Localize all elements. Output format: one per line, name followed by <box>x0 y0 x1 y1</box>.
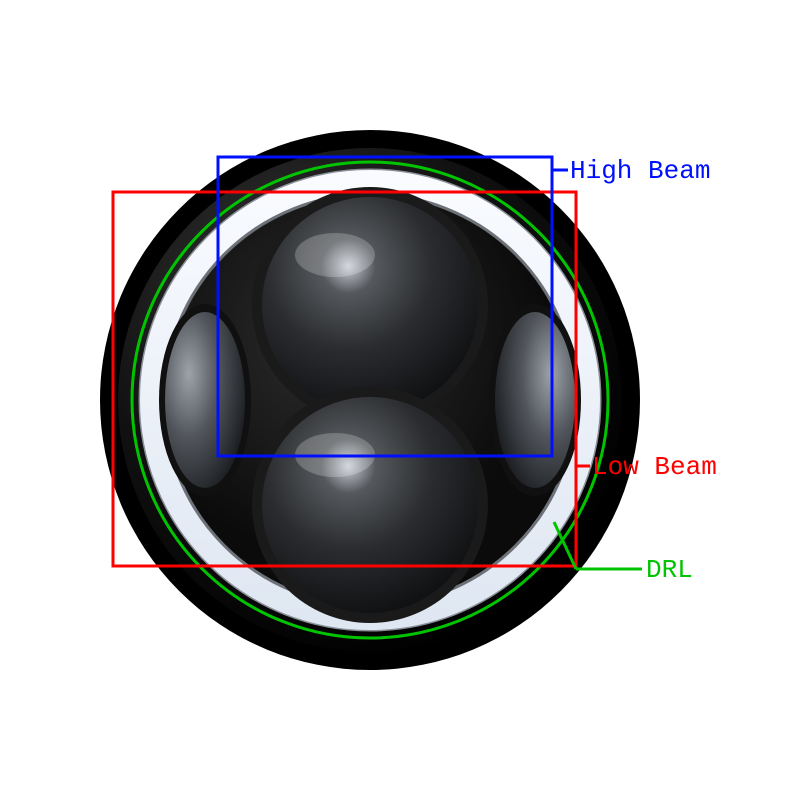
side-reflector-left <box>165 312 245 488</box>
top-lens <box>262 197 478 413</box>
headlight-svg <box>0 0 800 800</box>
drl-label: DRL <box>646 555 693 585</box>
bottom-lens <box>262 397 478 613</box>
diagram-stage: High Beam Low Beam DRL <box>0 0 800 800</box>
high-beam-label: High Beam <box>570 156 710 186</box>
top-lens-spec <box>295 233 375 277</box>
low-beam-label: Low Beam <box>592 452 717 482</box>
bottom-lens-spec <box>295 433 375 477</box>
side-reflector-right <box>495 312 575 488</box>
